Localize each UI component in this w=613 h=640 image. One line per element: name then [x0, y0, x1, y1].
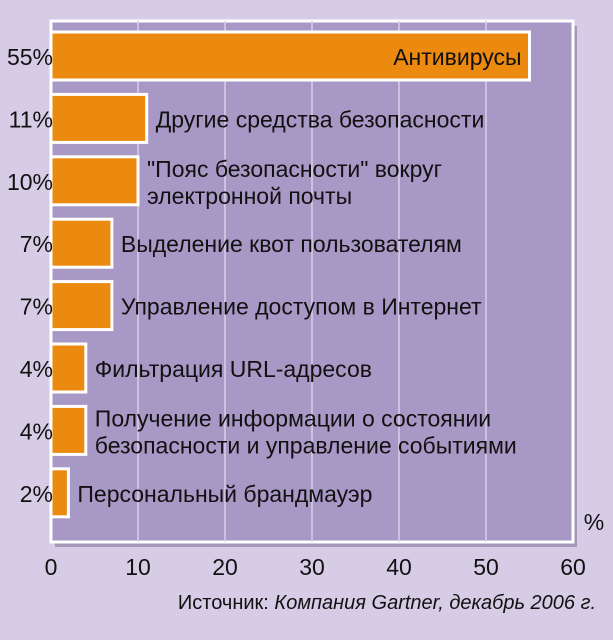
x-tick-label: 10 — [125, 554, 151, 580]
category-label: электронной почты — [147, 183, 352, 209]
category-label: безопасности и управление событиями — [95, 432, 517, 458]
source-note: Источник: Компания Gartner, декабрь 2006… — [178, 592, 596, 614]
x-tick-label: 60 — [560, 554, 586, 580]
bar — [49, 217, 114, 269]
x-tick-label: 20 — [212, 554, 238, 580]
bar — [49, 155, 140, 207]
value-label: 7% — [20, 231, 53, 257]
x-tick-label: 40 — [386, 554, 412, 580]
x-tick-label: 30 — [299, 554, 325, 580]
value-label: 10% — [7, 169, 53, 195]
bar — [49, 404, 88, 456]
value-label: 2% — [20, 481, 53, 507]
category-label: "Пояс безопасности" вокруг — [147, 156, 442, 182]
category-label: Другие средства безопасности — [156, 106, 485, 132]
bar — [49, 92, 149, 144]
category-label: Управление доступом в Интернет — [121, 294, 482, 320]
source-text: Компания Gartner, декабрь 2006 г. — [274, 592, 596, 614]
category-label: Антивирусы — [393, 44, 521, 70]
category-label: Персональный брандмауэр — [77, 481, 372, 507]
x-unit-label: % — [584, 509, 604, 535]
x-tick-label: 0 — [45, 554, 58, 580]
x-tick-label: 50 — [473, 554, 499, 580]
category-label: Фильтрация URL-адресов — [95, 356, 372, 382]
bar — [49, 30, 531, 82]
source-prefix: Источник: — [178, 592, 275, 614]
bar — [49, 467, 70, 519]
category-label: Получение информации о состоянии — [95, 405, 491, 431]
category-label: Выделение квот пользователям — [121, 231, 462, 257]
value-label: 7% — [20, 294, 53, 320]
bar — [49, 342, 88, 394]
value-label: 11% — [9, 106, 53, 132]
bar — [49, 280, 114, 332]
value-label: 4% — [20, 418, 53, 444]
value-label: 4% — [20, 356, 53, 382]
value-label: 55% — [7, 44, 53, 70]
